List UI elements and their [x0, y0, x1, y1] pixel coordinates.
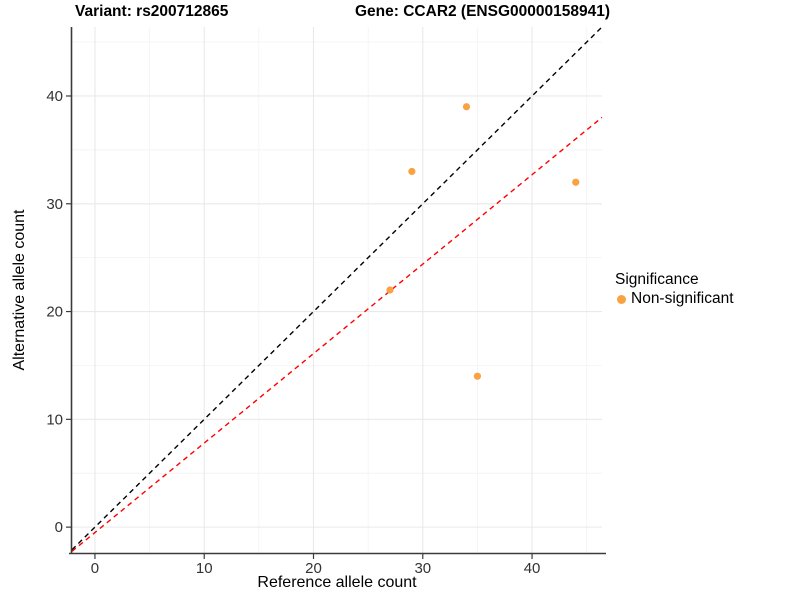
fit-line [71, 116, 603, 552]
data-point [386, 286, 394, 294]
x-tick-label: 20 [305, 560, 322, 577]
y-tick-label: 0 [55, 519, 63, 536]
data-point [462, 103, 471, 111]
gene-title: Gene: CCAR2 (ENSG00000158941) [355, 3, 611, 20]
y-axis-title: Alternative allele count [11, 209, 28, 371]
non-significant-point-icon [617, 294, 626, 304]
data-point [408, 167, 416, 176]
y-tick-label: 40 [46, 88, 63, 105]
x-tick-label: 10 [196, 560, 213, 577]
legend-item-non-significant: Non-significant [615, 290, 734, 308]
variant-title: Variant: rs200712865 [75, 3, 229, 20]
y-tick-label: 10 [46, 411, 63, 428]
legend-title: Significance [615, 271, 699, 288]
data-point [473, 372, 482, 380]
y-tick-label: 20 [46, 304, 63, 321]
x-tick-label: 40 [524, 560, 541, 577]
data-point [572, 178, 580, 186]
legend: Significance Non-significant [615, 271, 734, 308]
x-tick-label: 0 [91, 560, 99, 577]
y-tick-label: 30 [46, 196, 63, 213]
legend-item-label: Non-significant [631, 290, 734, 307]
x-tick-label: 30 [414, 560, 431, 577]
x-axis-title: Reference allele count [257, 574, 417, 591]
identity-line [71, 26, 603, 551]
